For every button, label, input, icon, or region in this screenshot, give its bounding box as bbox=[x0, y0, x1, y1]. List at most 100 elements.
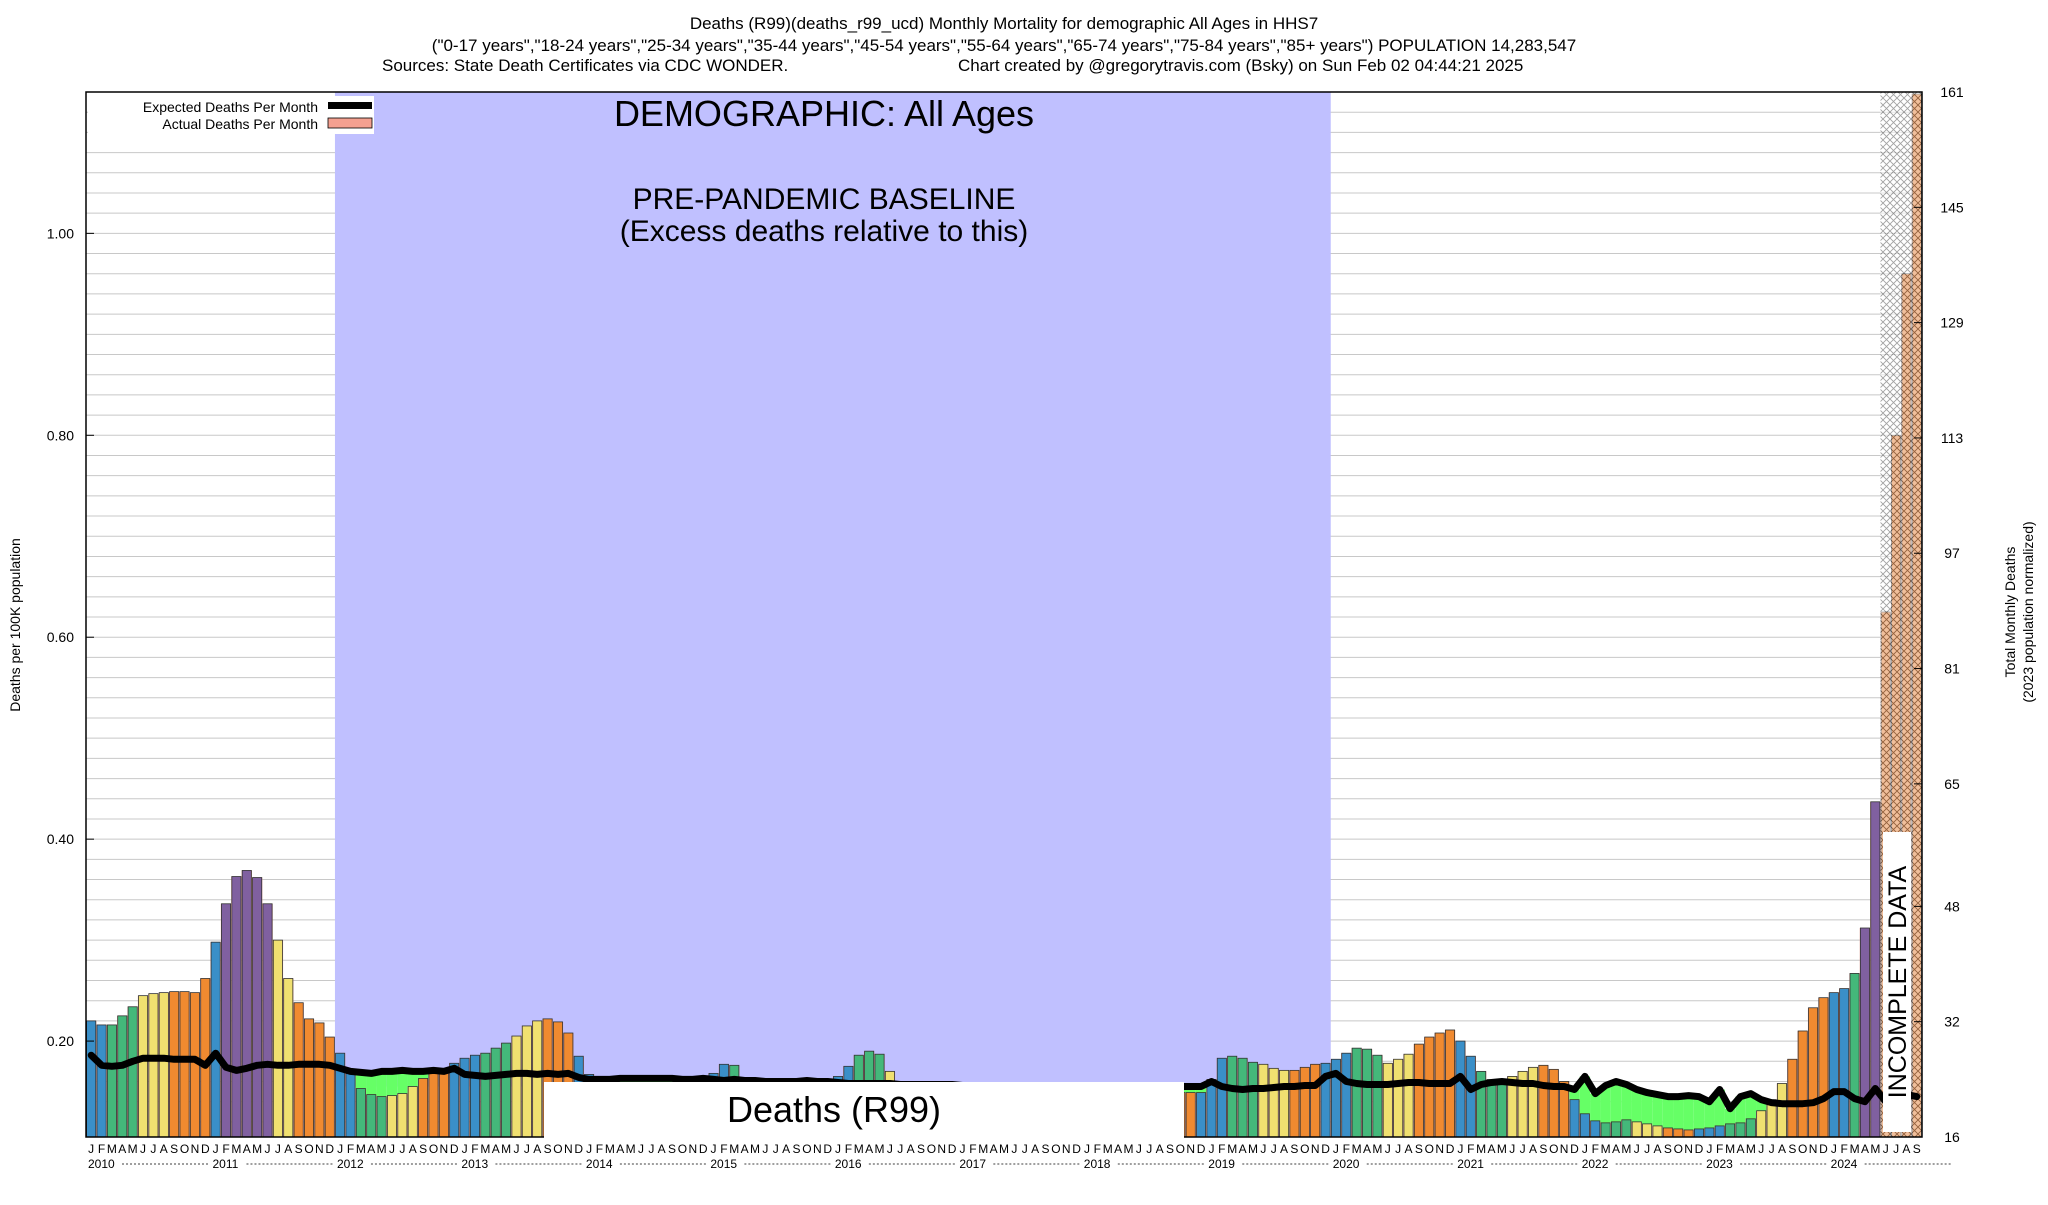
month-tick-label: F bbox=[1592, 1142, 1599, 1156]
year-tick-label: 2013 bbox=[461, 1157, 488, 1171]
negative-excess bbox=[407, 1071, 418, 1087]
bar bbox=[1642, 1123, 1653, 1138]
month-tick-label: M bbox=[978, 1142, 988, 1156]
month-tick-label: D bbox=[948, 1142, 957, 1156]
bar bbox=[314, 1022, 325, 1138]
month-tick-label: A bbox=[492, 1142, 500, 1156]
month-tick-label: A bbox=[616, 1142, 624, 1156]
bar bbox=[387, 1095, 397, 1138]
month-tick-label: M bbox=[128, 1142, 138, 1156]
month-tick-label: A bbox=[409, 1142, 417, 1156]
cause-label-box bbox=[544, 1082, 1184, 1140]
incomplete-data-label: INCOMPLETE DATA bbox=[1884, 865, 1912, 1098]
bar bbox=[1351, 1047, 1362, 1138]
month-tick-label: J bbox=[1136, 1142, 1142, 1156]
bar bbox=[138, 995, 149, 1138]
month-tick-label: A bbox=[1405, 1142, 1413, 1156]
month-tick-label: J bbox=[1634, 1142, 1640, 1156]
month-tick-label: D bbox=[201, 1142, 210, 1156]
year-tick-label: 2016 bbox=[835, 1157, 862, 1171]
month-tick-label: S bbox=[1166, 1142, 1174, 1156]
bar bbox=[283, 978, 294, 1138]
bar bbox=[231, 876, 242, 1138]
bar bbox=[1683, 1129, 1694, 1138]
bar bbox=[1310, 1063, 1321, 1138]
month-tick-label: M bbox=[1870, 1142, 1880, 1156]
month-tick-label: A bbox=[990, 1142, 998, 1156]
month-tick-label: J bbox=[1644, 1142, 1650, 1156]
bar bbox=[179, 991, 190, 1138]
bar bbox=[1206, 1079, 1217, 1138]
month-tick-label: F bbox=[1716, 1142, 1723, 1156]
bar bbox=[1714, 1125, 1725, 1138]
month-tick-label: M bbox=[1248, 1142, 1258, 1156]
left-tick-label: 1.00 bbox=[47, 225, 74, 241]
month-tick-label: J bbox=[88, 1142, 94, 1156]
right-tick-label: 32 bbox=[1944, 1014, 1960, 1030]
month-tick-label: D bbox=[699, 1142, 708, 1156]
bar bbox=[1756, 1110, 1767, 1138]
bar bbox=[1704, 1127, 1715, 1138]
month-tick-label: D bbox=[1072, 1142, 1081, 1156]
month-tick-label: A bbox=[1612, 1142, 1620, 1156]
month-tick-label: J bbox=[150, 1142, 156, 1156]
legend-actual-swatch bbox=[327, 117, 373, 129]
month-tick-label: M bbox=[605, 1142, 615, 1156]
month-tick-label: J bbox=[1271, 1142, 1277, 1156]
month-tick-label: N bbox=[1186, 1142, 1195, 1156]
negative-excess bbox=[1641, 1092, 1653, 1124]
month-tick-label: O bbox=[429, 1142, 438, 1156]
bar bbox=[1185, 1092, 1196, 1138]
month-tick-label: F bbox=[1094, 1142, 1101, 1156]
month-tick-label: A bbox=[533, 1142, 541, 1156]
month-tick-label: F bbox=[222, 1142, 229, 1156]
right-axis-label-2: (2023 population normalized) bbox=[2020, 521, 2036, 702]
bar bbox=[521, 1025, 532, 1138]
month-tick-label: A bbox=[1861, 1142, 1869, 1156]
bar bbox=[1579, 1113, 1590, 1138]
bar bbox=[169, 991, 180, 1138]
bar bbox=[262, 903, 273, 1138]
month-tick-label: M bbox=[1476, 1142, 1486, 1156]
month-tick-label: N bbox=[1809, 1142, 1818, 1156]
month-tick-label: J bbox=[1146, 1142, 1152, 1156]
month-tick-label: A bbox=[1778, 1142, 1786, 1156]
bar bbox=[106, 1024, 117, 1138]
month-tick-label: N bbox=[1311, 1142, 1320, 1156]
bar bbox=[366, 1094, 377, 1138]
chart-title-line2: ("0-17 years","18-24 years","25-34 years… bbox=[432, 36, 1576, 55]
month-tick-label: S bbox=[1041, 1142, 1049, 1156]
bar bbox=[1735, 1122, 1746, 1138]
month-tick-label: S bbox=[419, 1142, 427, 1156]
bar bbox=[221, 903, 232, 1138]
month-tick-label: J bbox=[1011, 1142, 1017, 1156]
month-tick-label: S bbox=[1539, 1142, 1547, 1156]
month-tick-label: N bbox=[1560, 1142, 1569, 1156]
month-tick-label: F bbox=[720, 1142, 727, 1156]
bar bbox=[1247, 1061, 1258, 1138]
bar bbox=[1693, 1128, 1704, 1138]
month-tick-label: J bbox=[337, 1142, 343, 1156]
right-tick-label: 65 bbox=[1944, 776, 1960, 792]
month-tick-label: J bbox=[1385, 1142, 1391, 1156]
bar bbox=[1227, 1055, 1238, 1138]
month-tick-label: M bbox=[1352, 1142, 1362, 1156]
month-tick-label: J bbox=[586, 1142, 592, 1156]
bar bbox=[1621, 1119, 1632, 1138]
month-tick-label: A bbox=[1488, 1142, 1496, 1156]
month-tick-label: N bbox=[1435, 1142, 1444, 1156]
month-tick-label: S bbox=[1913, 1142, 1921, 1156]
month-tick-label: S bbox=[1415, 1142, 1423, 1156]
bar bbox=[158, 992, 169, 1138]
month-tick-label: N bbox=[191, 1142, 200, 1156]
month-tick-label: D bbox=[1695, 1142, 1704, 1156]
bar bbox=[1268, 1067, 1279, 1138]
bar bbox=[1279, 1069, 1290, 1138]
month-tick-label: M bbox=[1746, 1142, 1756, 1156]
month-tick-label: M bbox=[1123, 1142, 1133, 1156]
bar bbox=[1299, 1066, 1310, 1138]
month-tick-label: A bbox=[1736, 1142, 1744, 1156]
bar bbox=[1725, 1123, 1736, 1138]
month-tick-label: D bbox=[325, 1142, 334, 1156]
negative-excess bbox=[386, 1071, 398, 1096]
